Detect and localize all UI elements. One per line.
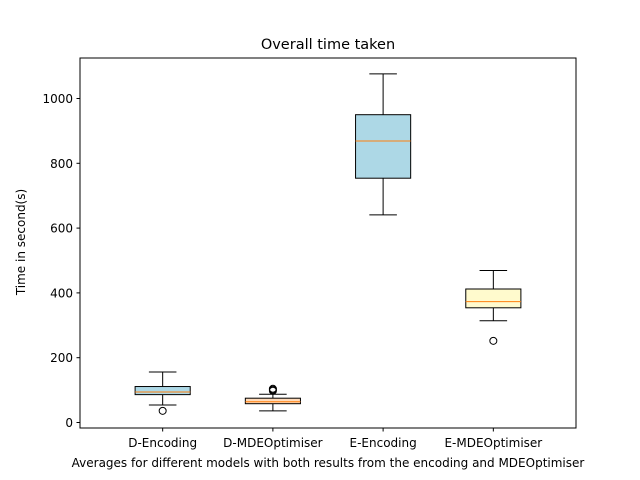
axes-frame	[79, 57, 577, 429]
x-tick-label-e-encoding: E-Encoding	[350, 436, 417, 450]
x-tick-label-d-mdeoptimiser: D-MDEOptimiser	[223, 436, 323, 450]
chart-title: Overall time taken	[261, 37, 395, 53]
outlier-point-d-encoding	[158, 406, 167, 415]
x-tick-label-d-encoding: D-Encoding	[128, 436, 197, 450]
box-e-encoding	[355, 114, 412, 179]
y-tick-label: 800	[50, 157, 73, 171]
y-tick-label: 0	[65, 416, 73, 430]
y-axis-label: Time in second(s)	[14, 189, 28, 296]
x-axis-label: Averages for different models with both …	[72, 456, 585, 470]
x-tick-label-e-mdeoptimiser: E-MDEOptimiser	[444, 436, 542, 450]
box-d-encoding	[134, 386, 191, 396]
y-tick-label: 400	[50, 286, 73, 300]
y-tick-label: 1000	[42, 92, 73, 106]
box-d-mdeoptimiser	[244, 397, 301, 405]
box-e-mdeoptimiser	[465, 288, 522, 309]
outlier-point-d-mdeoptimiser	[268, 384, 277, 393]
plot-area: 0 200 400 600 800 1000 D-Encoding D-MDEOptimise…	[42, 73, 542, 450]
y-tick-label: 200	[50, 351, 73, 365]
y-tick-label: 600	[50, 222, 73, 236]
outlier-point-e-mdeoptimiser	[489, 336, 498, 345]
